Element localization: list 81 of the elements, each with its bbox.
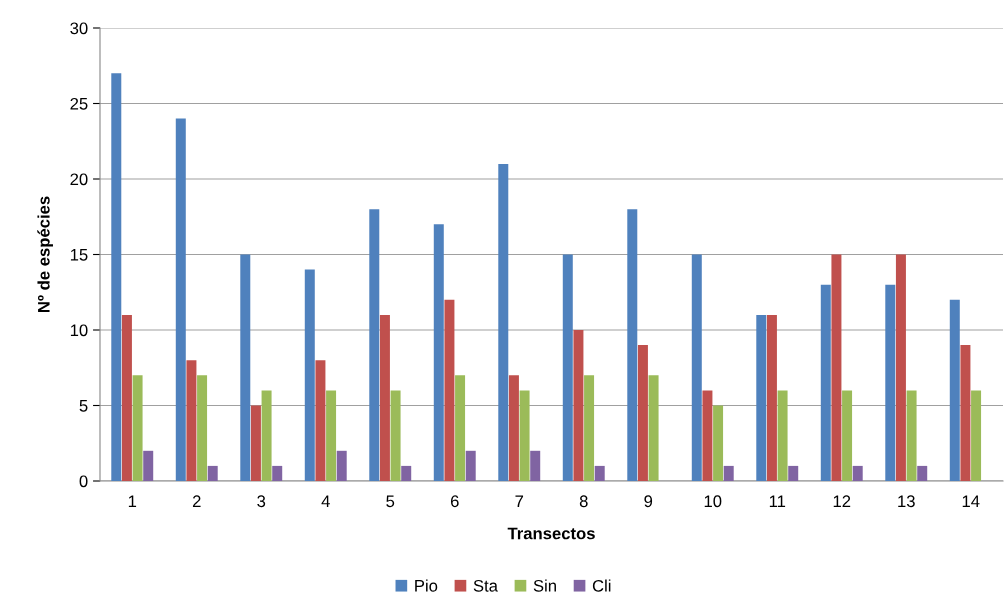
bar — [315, 360, 326, 481]
bar — [820, 284, 831, 481]
bar — [594, 465, 605, 481]
bar — [304, 269, 315, 481]
bar — [530, 450, 541, 481]
x-tick-label: 11 — [769, 495, 786, 507]
bar — [691, 254, 702, 481]
bar — [401, 465, 412, 481]
bar — [465, 450, 476, 481]
bar — [132, 375, 143, 481]
bar — [648, 375, 659, 481]
bar — [960, 345, 971, 481]
bar — [111, 73, 122, 481]
x-tick-label: 2 — [192, 495, 201, 507]
bar — [906, 390, 917, 481]
y-tick-label: 30 — [70, 22, 88, 35]
bar — [713, 405, 724, 481]
bar — [723, 465, 734, 481]
x-tick-label: 9 — [644, 495, 653, 508]
bar — [885, 284, 896, 481]
bar — [573, 330, 584, 481]
bar — [508, 375, 519, 481]
y-tick-label: 25 — [70, 97, 88, 110]
bar — [702, 390, 713, 481]
x-tick-label: 5 — [386, 495, 395, 508]
bar — [121, 314, 132, 481]
x-tick-label: 14 — [962, 495, 980, 507]
x-tick-label: 12 — [833, 495, 851, 507]
bar — [455, 375, 466, 481]
bar — [143, 450, 154, 481]
bar — [584, 375, 595, 481]
bar — [379, 314, 390, 481]
y-tick-label: 20 — [70, 173, 88, 186]
bar — [433, 224, 444, 481]
bar — [240, 254, 251, 481]
bar — [444, 299, 455, 481]
bar — [971, 390, 982, 481]
bar — [186, 360, 197, 481]
bar — [562, 254, 573, 481]
y-tick-label: 5 — [79, 400, 88, 412]
bar — [336, 450, 347, 481]
legend-label: Sin — [533, 579, 556, 592]
legend-label: Sta — [473, 579, 498, 592]
bar — [766, 314, 777, 481]
bar — [207, 465, 218, 481]
bar — [831, 254, 842, 481]
x-tick-label: 6 — [450, 495, 459, 508]
x-tick-label: 1 — [128, 495, 137, 507]
x-tick-label: 4 — [321, 495, 330, 507]
x-tick-label: 3 — [257, 495, 266, 508]
bar — [519, 390, 530, 481]
bar — [756, 314, 767, 481]
bar — [895, 254, 906, 481]
bar — [842, 390, 853, 481]
y-tick-label: 15 — [70, 249, 88, 261]
x-tick-label: 13 — [898, 495, 915, 508]
bar — [627, 209, 638, 481]
legend-label: Cli — [592, 579, 611, 592]
x-tick-label: 7 — [515, 495, 524, 507]
y-tick-label: 10 — [70, 324, 88, 337]
bar — [390, 390, 401, 481]
x-axis-title: Transectos — [507, 527, 595, 540]
bar — [777, 390, 788, 481]
bar — [917, 465, 928, 481]
bar — [261, 390, 272, 481]
bar — [326, 390, 337, 481]
x-tick-label: 10 — [704, 495, 722, 508]
legend-label: Pio — [415, 579, 438, 592]
y-axis-title: Nº de espécies — [37, 196, 53, 313]
bar — [197, 375, 208, 481]
bar — [949, 299, 960, 481]
y-tick-label: 0 — [79, 475, 88, 488]
bar — [175, 118, 186, 481]
bar — [272, 465, 283, 481]
bar — [852, 465, 863, 481]
bar — [637, 345, 648, 481]
bar — [788, 465, 799, 481]
bar — [498, 163, 509, 481]
bar — [250, 405, 261, 481]
x-tick-label: 8 — [579, 495, 588, 508]
bar — [369, 209, 380, 481]
